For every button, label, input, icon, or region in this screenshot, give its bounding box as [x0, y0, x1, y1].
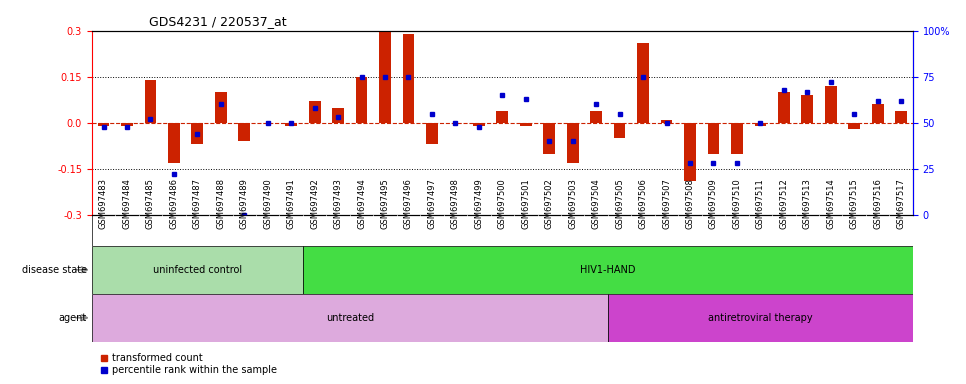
Text: GSM697512: GSM697512 — [780, 178, 788, 229]
Bar — [543, 123, 555, 154]
Text: uninfected control: uninfected control — [153, 265, 242, 275]
Bar — [92, 246, 303, 294]
Text: GSM697506: GSM697506 — [639, 178, 647, 229]
Text: untreated: untreated — [326, 313, 374, 323]
Text: GSM697487: GSM697487 — [193, 178, 202, 229]
Bar — [825, 86, 837, 123]
Text: GSM697490: GSM697490 — [263, 178, 272, 229]
Text: GSM697513: GSM697513 — [803, 178, 811, 229]
Text: GSM697508: GSM697508 — [686, 178, 695, 229]
Text: GSM697504: GSM697504 — [591, 178, 601, 229]
Bar — [848, 123, 860, 129]
Text: GSM697503: GSM697503 — [568, 178, 578, 229]
Text: GSM697486: GSM697486 — [169, 178, 179, 229]
Bar — [778, 92, 790, 123]
Bar — [380, 31, 391, 123]
Text: GSM697499: GSM697499 — [474, 178, 483, 229]
Bar — [895, 111, 907, 123]
Text: GDS4231 / 220537_at: GDS4231 / 220537_at — [150, 15, 287, 28]
Bar — [303, 246, 913, 294]
Bar — [426, 123, 438, 144]
Bar — [802, 95, 813, 123]
Text: GSM697488: GSM697488 — [216, 178, 225, 229]
Text: GSM697483: GSM697483 — [99, 178, 108, 229]
Text: HIV1-HAND: HIV1-HAND — [581, 265, 636, 275]
Bar — [309, 101, 321, 123]
Text: GSM697515: GSM697515 — [850, 178, 859, 229]
Bar — [98, 123, 109, 126]
Text: GSM697517: GSM697517 — [896, 178, 906, 229]
Bar — [168, 123, 180, 163]
Text: GSM697510: GSM697510 — [732, 178, 742, 229]
Bar — [731, 123, 743, 154]
Text: GSM697492: GSM697492 — [310, 178, 319, 229]
Bar — [145, 80, 156, 123]
Bar — [285, 123, 298, 126]
Bar — [332, 108, 344, 123]
Bar — [239, 123, 250, 141]
Bar — [473, 123, 485, 126]
Bar — [613, 123, 626, 138]
Text: GSM697498: GSM697498 — [451, 178, 460, 229]
Bar — [661, 120, 672, 123]
Bar — [684, 123, 696, 181]
Bar — [92, 294, 608, 342]
Bar — [355, 77, 367, 123]
Bar — [567, 123, 579, 163]
Text: GSM697491: GSM697491 — [287, 178, 296, 229]
Legend: transformed count, percentile rank within the sample: transformed count, percentile rank withi… — [97, 349, 281, 379]
Text: GSM697511: GSM697511 — [755, 178, 765, 229]
Text: GSM697500: GSM697500 — [497, 178, 507, 229]
Bar — [638, 43, 649, 123]
Text: antiretroviral therapy: antiretroviral therapy — [708, 313, 812, 323]
Bar — [191, 123, 203, 144]
Text: GSM697489: GSM697489 — [240, 178, 249, 229]
Bar — [403, 34, 414, 123]
Text: GSM697495: GSM697495 — [381, 178, 389, 229]
Bar — [497, 111, 508, 123]
Text: GSM697516: GSM697516 — [873, 178, 882, 229]
Text: disease state: disease state — [22, 265, 87, 275]
Bar — [754, 123, 766, 126]
Text: GSM697485: GSM697485 — [146, 178, 155, 229]
Text: GSM697494: GSM697494 — [357, 178, 366, 229]
Bar — [520, 123, 531, 126]
Text: GSM697496: GSM697496 — [404, 178, 413, 229]
Bar — [608, 294, 913, 342]
Text: GSM697502: GSM697502 — [545, 178, 554, 229]
Bar — [707, 123, 720, 154]
Bar — [590, 111, 602, 123]
Text: GSM697501: GSM697501 — [522, 178, 530, 229]
Bar — [121, 123, 133, 126]
Text: GSM697497: GSM697497 — [427, 178, 437, 229]
Text: agent: agent — [59, 313, 87, 323]
Text: GSM697505: GSM697505 — [615, 178, 624, 229]
Text: GSM697493: GSM697493 — [333, 178, 343, 229]
Bar — [872, 104, 884, 123]
Bar — [215, 92, 227, 123]
Text: GSM697484: GSM697484 — [123, 178, 131, 229]
Text: GSM697509: GSM697509 — [709, 178, 718, 229]
Text: GSM697507: GSM697507 — [662, 178, 671, 229]
Text: GSM697514: GSM697514 — [826, 178, 836, 229]
